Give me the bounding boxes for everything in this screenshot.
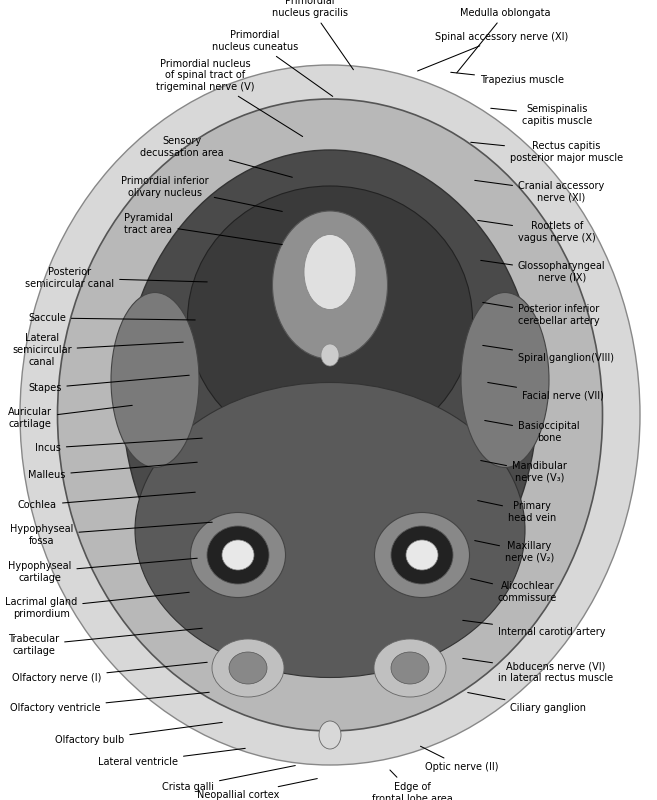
Text: Edge of
frontal lobe area: Edge of frontal lobe area xyxy=(372,770,453,800)
Text: Primordial nucleus
of spinal tract of
trigeminal nerve (V): Primordial nucleus of spinal tract of tr… xyxy=(156,58,303,137)
Text: Olfactory ventricle: Olfactory ventricle xyxy=(10,692,209,713)
Text: Basioccipital
bone: Basioccipital bone xyxy=(485,421,579,443)
Ellipse shape xyxy=(122,150,537,650)
Text: Neopallial cortex: Neopallial cortex xyxy=(197,778,317,800)
Text: Olfactory bulb: Olfactory bulb xyxy=(55,722,222,745)
Text: Primordial inferior
olivary nucleus: Primordial inferior olivary nucleus xyxy=(121,176,283,211)
Text: Hypophyseal
fossa: Hypophyseal fossa xyxy=(10,522,212,546)
Ellipse shape xyxy=(461,293,549,467)
Ellipse shape xyxy=(229,652,267,684)
Text: Sensory
decussation area: Sensory decussation area xyxy=(140,136,292,178)
Text: Abducens nerve (VI)
in lateral rectus muscle: Abducens nerve (VI) in lateral rectus mu… xyxy=(463,658,613,682)
Text: Primordial
nucleus gracilis: Primordial nucleus gracilis xyxy=(272,0,353,70)
Ellipse shape xyxy=(391,652,429,684)
Ellipse shape xyxy=(391,526,453,584)
Text: Optic nerve (II): Optic nerve (II) xyxy=(420,746,499,772)
Text: Cochlea: Cochlea xyxy=(18,492,195,510)
Text: Ciliary ganglion: Ciliary ganglion xyxy=(468,693,586,713)
Text: Semispinalis
capitis muscle: Semispinalis capitis muscle xyxy=(491,104,592,126)
Ellipse shape xyxy=(20,65,640,765)
Text: Mandibular
nerve (V₃): Mandibular nerve (V₃) xyxy=(481,461,567,482)
Text: Lateral ventricle: Lateral ventricle xyxy=(98,748,245,767)
Text: Primordial
nucleus cuneatus: Primordial nucleus cuneatus xyxy=(212,30,332,96)
Ellipse shape xyxy=(222,540,254,570)
Ellipse shape xyxy=(207,526,269,584)
Ellipse shape xyxy=(135,382,525,678)
Ellipse shape xyxy=(304,234,356,310)
Text: Alicochlear
commissure: Alicochlear commissure xyxy=(470,578,557,603)
Text: Spinal accessory nerve (XI): Spinal accessory nerve (XI) xyxy=(418,32,568,71)
Text: Glossopharyngeal
nerve (IX): Glossopharyngeal nerve (IX) xyxy=(481,260,606,282)
Text: Trabecular
cartilage: Trabecular cartilage xyxy=(8,628,202,656)
Text: Rectus capitis
posterior major muscle: Rectus capitis posterior major muscle xyxy=(471,141,623,162)
Text: Cranial accessory
nerve (XI): Cranial accessory nerve (XI) xyxy=(475,180,604,202)
Ellipse shape xyxy=(321,344,339,366)
Text: Trapezius muscle: Trapezius muscle xyxy=(451,72,564,85)
Text: Incus: Incus xyxy=(35,438,202,453)
Text: Internal carotid artery: Internal carotid artery xyxy=(463,620,606,637)
Text: Rootlets of
vagus nerve (X): Rootlets of vagus nerve (X) xyxy=(478,221,596,242)
Text: Pyramidal
tract area: Pyramidal tract area xyxy=(124,214,283,245)
Ellipse shape xyxy=(374,513,470,598)
Ellipse shape xyxy=(111,293,199,467)
Text: Maxillary
nerve (V₂): Maxillary nerve (V₂) xyxy=(475,541,555,563)
Ellipse shape xyxy=(374,639,446,697)
Ellipse shape xyxy=(58,99,602,731)
Text: Facial nerve (VII): Facial nerve (VII) xyxy=(487,382,604,400)
Ellipse shape xyxy=(187,186,472,454)
Ellipse shape xyxy=(406,540,438,570)
Text: Olfactory nerve (I): Olfactory nerve (I) xyxy=(12,662,207,683)
Text: Crista galli: Crista galli xyxy=(162,766,295,792)
Text: Posterior inferior
cerebellar artery: Posterior inferior cerebellar artery xyxy=(483,302,600,326)
Text: Spiral ganglion(VIII): Spiral ganglion(VIII) xyxy=(483,346,614,363)
Text: Medulla oblongata: Medulla oblongata xyxy=(457,8,551,73)
Ellipse shape xyxy=(273,211,388,359)
Text: Primary
head vein: Primary head vein xyxy=(478,501,556,523)
Ellipse shape xyxy=(191,513,286,598)
Text: Hypophyseal
cartilage: Hypophyseal cartilage xyxy=(8,558,197,582)
Text: Auricular
cartilage: Auricular cartilage xyxy=(8,406,132,429)
Ellipse shape xyxy=(319,721,341,749)
Text: Lateral
semicircular
canal: Lateral semicircular canal xyxy=(12,334,183,366)
Text: Lacrimal gland
primordium: Lacrimal gland primordium xyxy=(5,592,189,619)
Text: Malleus: Malleus xyxy=(28,462,197,480)
Text: Stapes: Stapes xyxy=(28,375,189,393)
Text: Posterior
semicircular canal: Posterior semicircular canal xyxy=(25,267,207,289)
Ellipse shape xyxy=(212,639,284,697)
Text: Saccule: Saccule xyxy=(28,313,195,323)
